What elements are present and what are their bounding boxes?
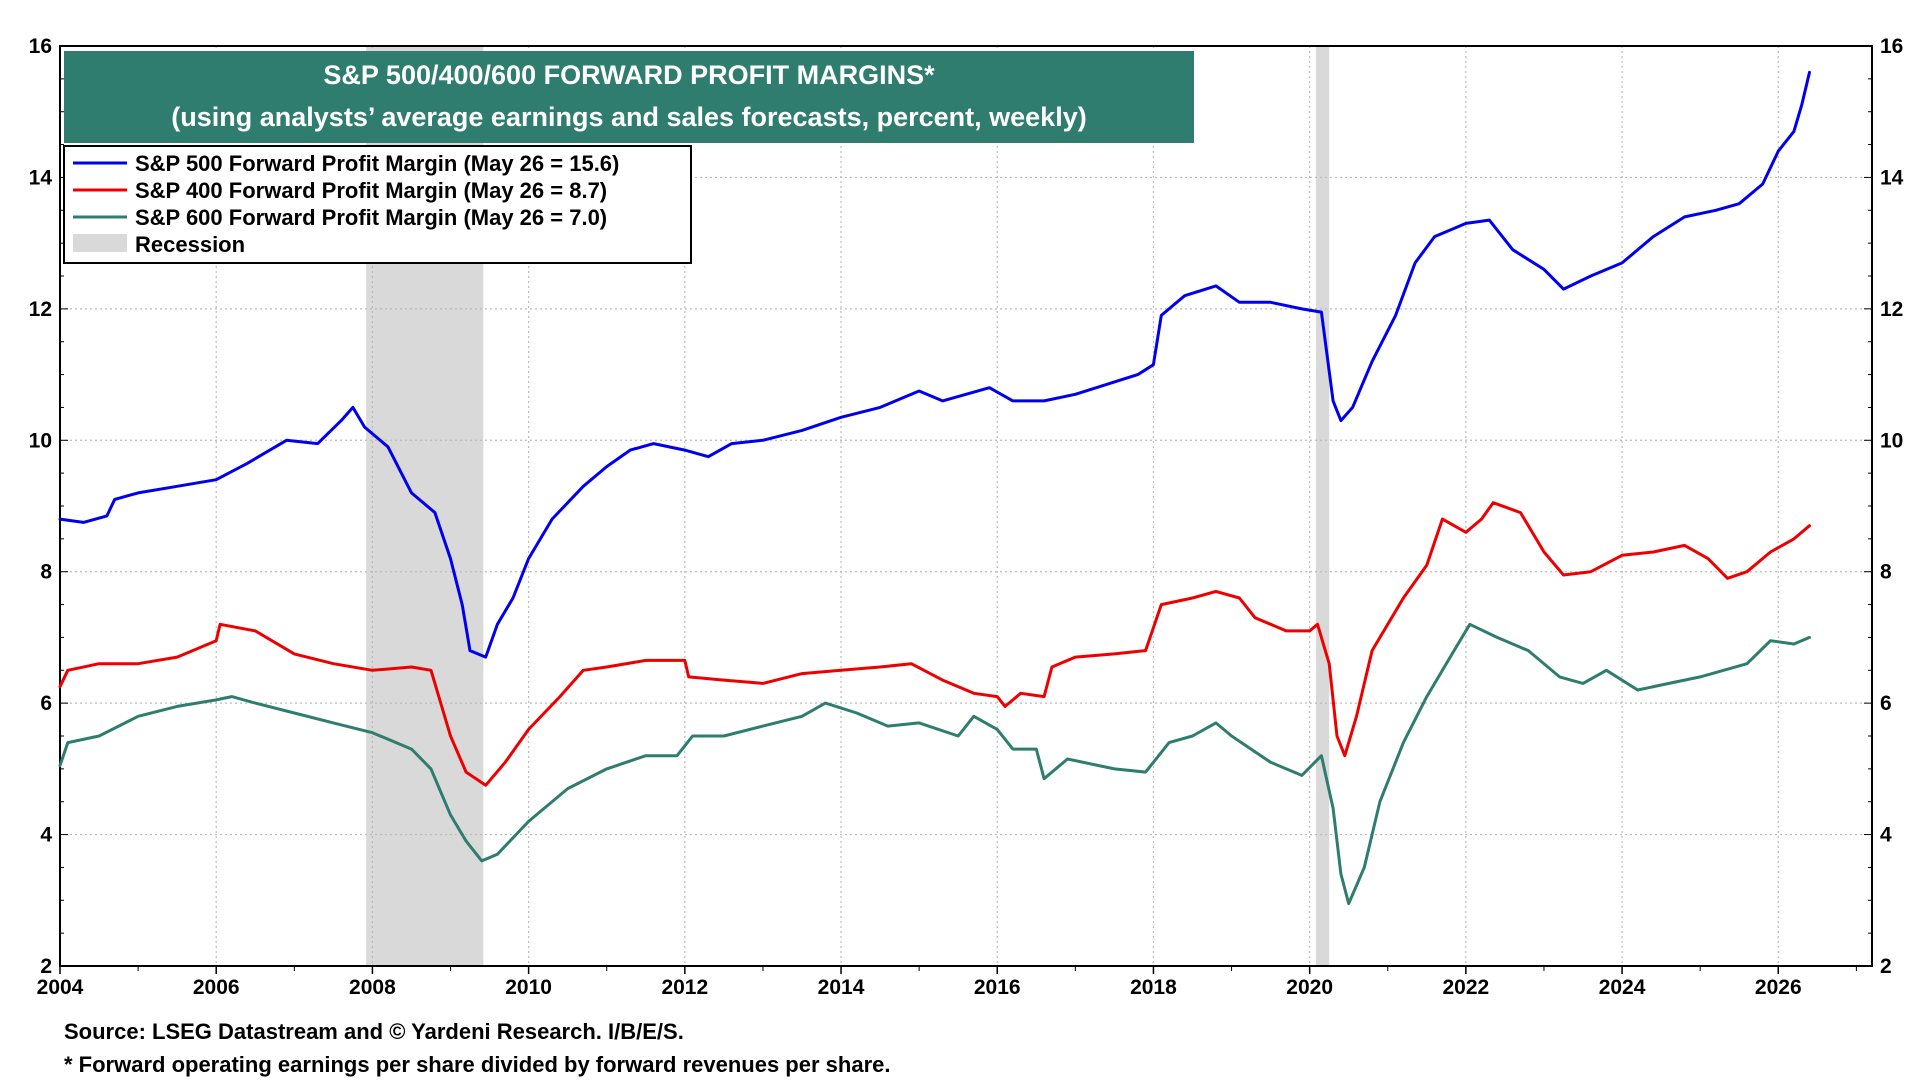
legend-label-recession: Recession <box>135 232 245 257</box>
y-tick-label-right-2: 2 <box>1880 955 1892 978</box>
recession-band-1 <box>1315 46 1330 966</box>
chart-subtitle: (using analysts’ average earnings and sa… <box>171 102 1086 132</box>
legend-label-sp500: S&P 500 Forward Profit Margin (May 26 = … <box>135 151 619 176</box>
y-tick-label-left-16: 16 <box>29 35 52 58</box>
x-tick-label-2008: 2008 <box>349 976 396 999</box>
y-axis-left-labels: 2 4 6 8 10 12 14 16 <box>29 35 53 978</box>
title-box: S&P 500/400/600 FORWARD PROFIT MARGINS* … <box>64 51 1194 143</box>
y-tick-label-left-2: 2 <box>40 955 52 978</box>
y-tick-label-right-14: 14 <box>1880 166 1904 189</box>
y-tick-label-left-8: 8 <box>40 561 52 584</box>
legend-label-sp400: S&P 400 Forward Profit Margin (May 26 = … <box>135 178 607 203</box>
series-lines <box>58 70 1811 906</box>
series-line-sp500 <box>58 70 1811 659</box>
footnote: * Forward operating earnings per share d… <box>64 1052 890 1077</box>
y-tick-label-right-4: 4 <box>1880 824 1892 847</box>
y-tick-label-right-12: 12 <box>1880 298 1903 321</box>
series-line-sp600 <box>58 622 1811 906</box>
legend-label-sp600: S&P 600 Forward Profit Margin (May 26 = … <box>135 205 607 230</box>
y-tick-label-right-8: 8 <box>1880 561 1892 584</box>
minor-ticks <box>60 45 1872 971</box>
y-axis-right-labels: 2 4 6 8 10 12 14 16 <box>1880 35 1904 978</box>
legend-swatch-recession <box>73 234 127 252</box>
y-tick-label-left-10: 10 <box>29 429 52 452</box>
x-tick-label-2016: 2016 <box>974 976 1021 999</box>
x-axis-labels: 2004 2006 2008 2010 2012 2014 2016 2018 2020 2022… <box>37 966 1802 999</box>
series-line-sp400 <box>58 501 1811 787</box>
x-tick-label-2020: 2020 <box>1286 976 1333 999</box>
x-tick-label-2026: 2026 <box>1755 976 1802 999</box>
x-tick-label-2004: 2004 <box>37 976 84 999</box>
y-tick-label-right-16: 16 <box>1880 35 1903 58</box>
y-tick-label-left-12: 12 <box>29 298 52 321</box>
x-tick-label-2006: 2006 <box>193 976 240 999</box>
x-tick-label-2010: 2010 <box>505 976 552 999</box>
legend-box <box>63 145 692 264</box>
x-tick-label-2024: 2024 <box>1599 976 1646 999</box>
title-box-bg <box>64 51 1194 143</box>
y-tick-label-right-6: 6 <box>1880 692 1892 715</box>
chart-title: S&P 500/400/600 FORWARD PROFIT MARGINS* <box>323 60 935 90</box>
x-tick-label-2012: 2012 <box>661 976 708 999</box>
y-tick-label-right-10: 10 <box>1880 429 1903 452</box>
y-tick-label-left-6: 6 <box>40 692 52 715</box>
x-tick-label-2014: 2014 <box>818 976 865 999</box>
legend: S&P 500 Forward Profit Margin (May 26 = … <box>63 145 692 264</box>
x-tick-label-2022: 2022 <box>1443 976 1490 999</box>
x-tick-label-2018: 2018 <box>1130 976 1177 999</box>
grid <box>60 46 1872 966</box>
source-note: Source: LSEG Datastream and © Yardeni Re… <box>64 1019 684 1044</box>
y-tick-label-left-4: 4 <box>40 824 52 847</box>
y-tick-label-left-14: 14 <box>29 166 53 189</box>
